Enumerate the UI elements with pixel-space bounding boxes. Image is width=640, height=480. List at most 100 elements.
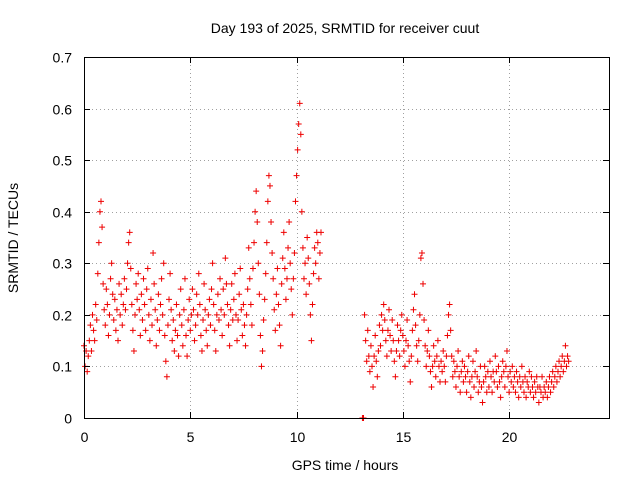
data-point bbox=[265, 172, 272, 179]
data-point bbox=[523, 394, 530, 401]
data-point bbox=[153, 342, 160, 349]
data-point bbox=[517, 384, 524, 391]
data-point bbox=[492, 353, 499, 360]
data-point bbox=[111, 296, 118, 303]
data-point bbox=[304, 234, 311, 241]
data-point bbox=[464, 368, 471, 375]
data-point bbox=[515, 394, 522, 401]
data-point bbox=[512, 389, 519, 396]
data-point bbox=[508, 378, 515, 385]
x-axis-title: GPS time / hours bbox=[292, 457, 399, 473]
data-point bbox=[207, 322, 214, 329]
data-point bbox=[87, 322, 94, 329]
data-point bbox=[378, 311, 385, 318]
data-point bbox=[102, 322, 109, 329]
data-point bbox=[180, 306, 187, 313]
data-point bbox=[217, 275, 224, 282]
data-point bbox=[391, 358, 398, 365]
data-point bbox=[493, 368, 500, 375]
data-point bbox=[212, 347, 219, 354]
data-point bbox=[495, 363, 502, 370]
data-point bbox=[502, 363, 509, 370]
data-point bbox=[413, 342, 420, 349]
data-point bbox=[121, 275, 128, 282]
data-point bbox=[389, 317, 396, 324]
data-point bbox=[513, 368, 520, 375]
data-point bbox=[285, 244, 292, 251]
data-point bbox=[296, 100, 303, 107]
data-point bbox=[432, 373, 439, 380]
data-point bbox=[399, 332, 406, 339]
data-point bbox=[365, 353, 372, 360]
data-point bbox=[364, 327, 371, 334]
data-point bbox=[110, 317, 117, 324]
data-point bbox=[252, 208, 259, 215]
data-point bbox=[116, 280, 123, 287]
data-point bbox=[400, 347, 407, 354]
data-point bbox=[211, 327, 218, 334]
data-point bbox=[280, 229, 287, 236]
data-point bbox=[386, 306, 393, 313]
y-tick-label: 0.5 bbox=[53, 153, 73, 169]
data-point bbox=[547, 389, 554, 396]
data-point bbox=[434, 337, 441, 344]
data-point bbox=[98, 198, 105, 205]
data-point bbox=[247, 301, 254, 308]
data-point bbox=[381, 317, 388, 324]
y-tick-label: 0.6 bbox=[53, 102, 73, 118]
data-point bbox=[532, 389, 539, 396]
data-point bbox=[396, 353, 403, 360]
data-point bbox=[276, 322, 283, 329]
data-point bbox=[232, 311, 239, 318]
data-point bbox=[486, 358, 493, 365]
data-point bbox=[181, 275, 188, 282]
data-point bbox=[194, 311, 201, 318]
data-point bbox=[454, 363, 461, 370]
data-point bbox=[467, 394, 474, 401]
data-point bbox=[554, 368, 561, 375]
plot-frame bbox=[84, 57, 610, 419]
data-point bbox=[494, 384, 501, 391]
data-point bbox=[196, 301, 203, 308]
data-point bbox=[395, 337, 402, 344]
data-point bbox=[258, 363, 265, 370]
data-point bbox=[188, 311, 195, 318]
data-point bbox=[414, 358, 421, 365]
data-point bbox=[168, 306, 175, 313]
data-point bbox=[412, 322, 419, 329]
data-point bbox=[270, 275, 277, 282]
data-point bbox=[150, 249, 157, 256]
data-point bbox=[507, 368, 514, 375]
data-point bbox=[244, 286, 251, 293]
data-point bbox=[278, 280, 285, 287]
data-point bbox=[558, 363, 565, 370]
data-point bbox=[496, 378, 503, 385]
data-point bbox=[268, 219, 275, 226]
data-point bbox=[388, 347, 395, 354]
data-point bbox=[401, 363, 408, 370]
data-point bbox=[264, 198, 271, 205]
data-point bbox=[452, 384, 459, 391]
data-point bbox=[223, 280, 230, 287]
data-point bbox=[140, 275, 147, 282]
data-point bbox=[393, 347, 400, 354]
data-point bbox=[101, 306, 108, 313]
data-point bbox=[107, 275, 114, 282]
data-point bbox=[474, 373, 481, 380]
data-point bbox=[557, 373, 564, 380]
data-point bbox=[380, 301, 387, 308]
data-point bbox=[210, 301, 217, 308]
data-point bbox=[533, 373, 540, 380]
data-point bbox=[459, 358, 466, 365]
data-point bbox=[93, 317, 100, 324]
data-point bbox=[286, 219, 293, 226]
data-point bbox=[405, 342, 412, 349]
data-point bbox=[84, 368, 91, 375]
data-point bbox=[135, 270, 142, 277]
data-point bbox=[565, 358, 572, 365]
data-point bbox=[149, 322, 156, 329]
data-point bbox=[520, 389, 527, 396]
data-point bbox=[514, 378, 521, 385]
data-point bbox=[446, 301, 453, 308]
data-point bbox=[488, 373, 495, 380]
